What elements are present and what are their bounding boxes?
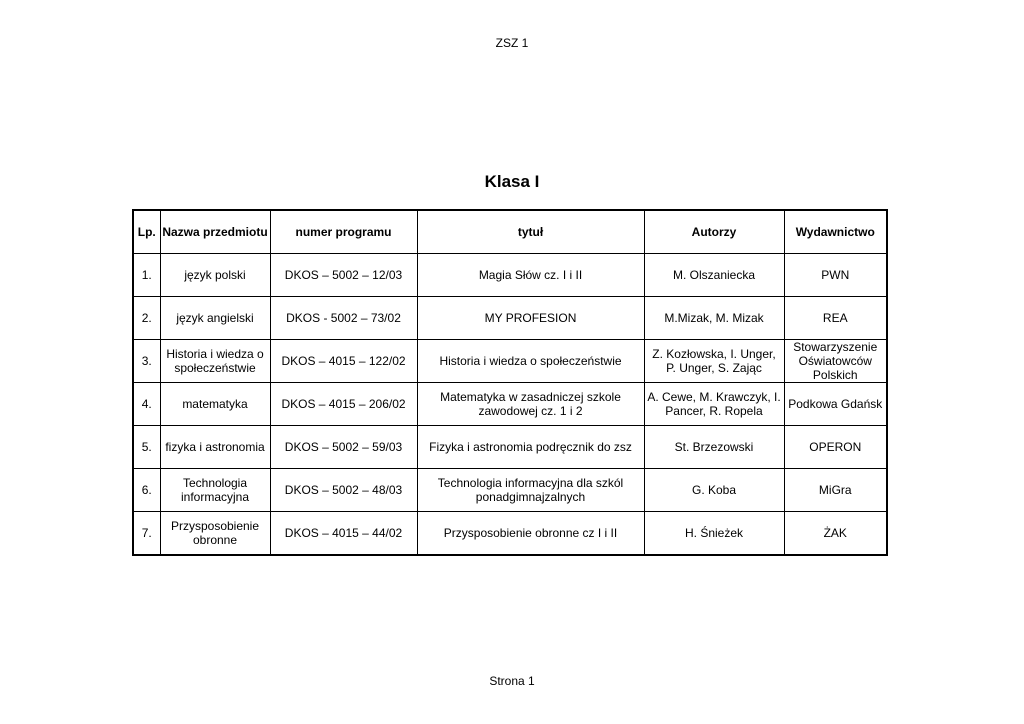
cell-title: Matematyka w zasadniczej szkole zawodowe… [416, 382, 645, 426]
cell-program-number: DKOS – 4015 – 206/02 [269, 382, 418, 426]
column-header-authors: Autorzy [643, 209, 785, 254]
cell-program-number: DKOS – 4015 – 122/02 [269, 339, 418, 383]
cell-authors: St. Brzezowski [643, 425, 785, 469]
cell-lp: 1. [132, 253, 161, 297]
cell-title: MY PROFESION [416, 296, 645, 340]
column-header-subject: Nazwa przedmiotu [159, 209, 271, 254]
cell-publisher: MiGra [783, 468, 888, 512]
page-header: ZSZ 1 [495, 36, 529, 50]
cell-program-number: DKOS – 5002 – 12/03 [269, 253, 418, 297]
cell-authors: M.Mizak, M. Mizak [643, 296, 785, 340]
cell-publisher: Stowarzyszenie Oświatowców Polskich [783, 339, 888, 383]
cell-subject: język angielski [159, 296, 271, 340]
cell-lp: 3. [132, 339, 161, 383]
table-row: 5. fizyka i astronomia DKOS – 5002 – 59/03… [132, 425, 888, 469]
cell-lp: 6. [132, 468, 161, 512]
cell-subject: Historia i wiedza o społeczeństwie [159, 339, 271, 383]
table-header-row: Lp. Nazwa przedmiotu numer programu tytuł Au… [132, 209, 888, 254]
table-row: 3. Historia i wiedza o społeczeństwie DKOS… [132, 339, 888, 383]
table-row: 6. Technologia informacyjna DKOS – 5002 – … [132, 468, 888, 512]
curriculum-table: Lp. Nazwa przedmiotu numer programu tytuł Au… [132, 209, 888, 556]
table-row: 2. język angielski DKOS - 5002 – 73/02 MY P… [132, 296, 888, 340]
cell-authors: H. Śnieżek [643, 511, 785, 556]
cell-authors: G. Koba [643, 468, 785, 512]
cell-title: Historia i wiedza o społeczeństwie [416, 339, 645, 383]
column-header-publisher: Wydawnictwo [783, 209, 888, 254]
column-header-title: tytuł [416, 209, 645, 254]
page-title: Klasa I [484, 172, 540, 191]
page-footer: Strona 1 [489, 674, 535, 688]
cell-authors: A. Cewe, M. Krawczyk, I. Pancer, R. Rope… [643, 382, 785, 426]
column-header-program-number: numer programu [269, 209, 418, 254]
cell-subject: matematyka [159, 382, 271, 426]
table-row: 1. język polski DKOS – 5002 – 12/03 Magia S… [132, 253, 888, 297]
cell-publisher: OPERON [783, 425, 888, 469]
cell-lp: 5. [132, 425, 161, 469]
cell-program-number: DKOS – 5002 – 48/03 [269, 468, 418, 512]
cell-subject: Przysposobienie obronne [159, 511, 271, 556]
table-row: 7. Przysposobienie obronne DKOS – 4015 – 4… [132, 511, 888, 556]
cell-title: Magia Słów cz. I i II [416, 253, 645, 297]
cell-authors: M. Olszaniecka [643, 253, 785, 297]
table-row: 4. matematyka DKOS – 4015 – 206/02 Matematy… [132, 382, 888, 426]
cell-subject: fizyka i astronomia [159, 425, 271, 469]
cell-title: Technologia informacyjna dla szkól ponad… [416, 468, 645, 512]
cell-program-number: DKOS – 5002 – 59/03 [269, 425, 418, 469]
cell-title: Fizyka i astronomia podręcznik do zsz [416, 425, 645, 469]
cell-publisher: PWN [783, 253, 888, 297]
cell-publisher: Podkowa Gdańsk [783, 382, 888, 426]
cell-title: Przysposobienie obronne cz I i II [416, 511, 645, 556]
cell-publisher: ŻAK [783, 511, 888, 556]
cell-lp: 7. [132, 511, 161, 556]
cell-program-number: DKOS – 4015 – 44/02 [269, 511, 418, 556]
cell-lp: 4. [132, 382, 161, 426]
cell-authors: Z. Kozłowska, I. Unger, P. Unger, S. Zaj… [643, 339, 785, 383]
cell-subject: język polski [159, 253, 271, 297]
cell-publisher: REA [783, 296, 888, 340]
cell-lp: 2. [132, 296, 161, 340]
column-header-lp: Lp. [132, 209, 161, 254]
cell-program-number: DKOS - 5002 – 73/02 [269, 296, 418, 340]
cell-subject: Technologia informacyjna [159, 468, 271, 512]
